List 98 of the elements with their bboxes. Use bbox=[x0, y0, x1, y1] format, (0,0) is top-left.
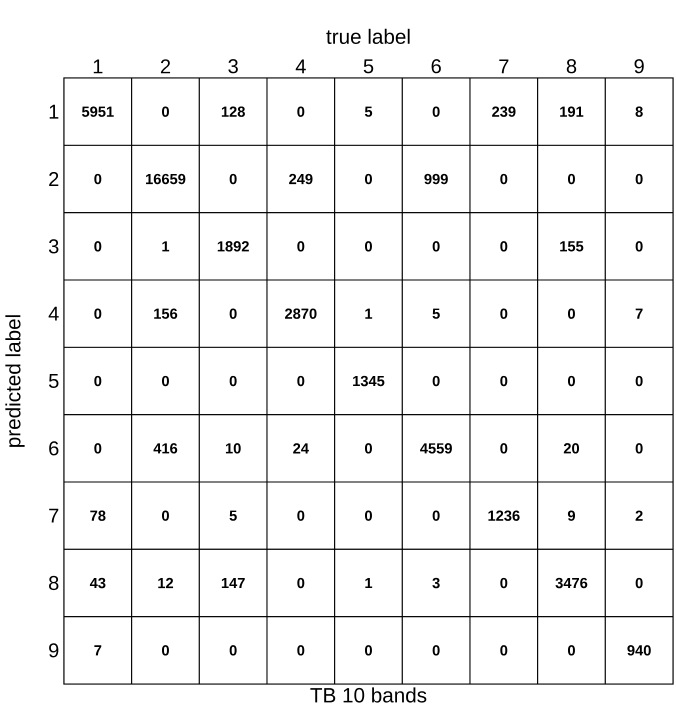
data-label: 1345 bbox=[353, 376, 384, 386]
data-label: 0 bbox=[568, 376, 575, 386]
data-label: 2 bbox=[636, 510, 643, 521]
y-tick-label: 2 bbox=[49, 172, 58, 186]
data-label: 0 bbox=[365, 174, 372, 184]
data-label: 5 bbox=[432, 308, 440, 319]
data-label: 1236 bbox=[488, 510, 520, 521]
x-tick-label: 4 bbox=[296, 60, 306, 74]
data-label: 0 bbox=[432, 376, 440, 386]
data-label: 0 bbox=[162, 376, 169, 386]
data-label: 940 bbox=[627, 645, 651, 656]
y-tick-label: 8 bbox=[49, 576, 58, 590]
data-label: 0 bbox=[432, 106, 440, 117]
data-label: 8 bbox=[636, 106, 643, 117]
data-label: 24 bbox=[293, 443, 309, 454]
data-label: 0 bbox=[636, 578, 643, 588]
data-label: 0 bbox=[500, 241, 508, 252]
data-label: 0 bbox=[365, 645, 372, 656]
data-label: 0 bbox=[365, 510, 372, 521]
data-label: 1 bbox=[365, 308, 372, 319]
data-label: 0 bbox=[230, 645, 237, 656]
data-label: 999 bbox=[424, 174, 448, 184]
x-tick-label: 3 bbox=[228, 59, 238, 74]
data-label: 0 bbox=[636, 241, 643, 252]
y-tick-label: 1 bbox=[50, 104, 58, 119]
x-axis-title: true label bbox=[326, 28, 410, 44]
data-label: 7 bbox=[94, 645, 102, 656]
x-tick-label: 7 bbox=[499, 60, 508, 74]
y-axis-title: predicted label bbox=[5, 315, 25, 447]
data-label: 0 bbox=[94, 443, 102, 454]
x-tick-label: 8 bbox=[566, 59, 576, 74]
data-label: 0 bbox=[432, 241, 440, 252]
data-label: 10 bbox=[226, 443, 241, 454]
data-label: 0 bbox=[297, 510, 304, 521]
data-label: 147 bbox=[222, 578, 245, 588]
data-label: 0 bbox=[500, 308, 508, 319]
data-label: 0 bbox=[636, 376, 643, 386]
data-label: 191 bbox=[560, 106, 584, 117]
data-label: 0 bbox=[297, 106, 304, 117]
y-tick-label: 7 bbox=[49, 508, 58, 523]
y-tick-label: 4 bbox=[48, 306, 59, 321]
data-label: 0 bbox=[500, 376, 508, 386]
data-label: 156 bbox=[154, 308, 178, 319]
data-label: 78 bbox=[90, 510, 106, 521]
y-tick-label: 3 bbox=[48, 239, 58, 254]
data-label: 0 bbox=[94, 241, 102, 252]
data-label: 7 bbox=[636, 308, 643, 319]
data-label: 0 bbox=[297, 645, 304, 656]
data-label: 416 bbox=[153, 443, 178, 454]
data-label: 0 bbox=[162, 645, 169, 656]
data-label: 20 bbox=[564, 443, 580, 454]
y-tick-label: 9 bbox=[49, 643, 58, 658]
data-label: 155 bbox=[560, 241, 584, 252]
data-label: 0 bbox=[568, 645, 575, 656]
data-label: 0 bbox=[162, 106, 169, 117]
data-label: 0 bbox=[365, 443, 372, 454]
data-label: 0 bbox=[297, 241, 304, 252]
data-label: 0 bbox=[636, 174, 643, 184]
data-label: 0 bbox=[568, 174, 575, 184]
data-label: 5 bbox=[364, 106, 372, 117]
data-label: 0 bbox=[432, 645, 440, 656]
data-label: 0 bbox=[500, 174, 508, 184]
data-label: 5951 bbox=[82, 106, 114, 117]
data-label: 9 bbox=[568, 510, 576, 521]
data-label: 0 bbox=[230, 308, 237, 319]
data-label: 0 bbox=[500, 578, 508, 588]
data-label: 0 bbox=[500, 443, 508, 454]
data-label: 2870 bbox=[285, 308, 317, 319]
data-label: 0 bbox=[94, 308, 102, 319]
x-tick-label: 2 bbox=[160, 59, 170, 74]
data-label: 0 bbox=[297, 376, 304, 386]
data-label: 1 bbox=[162, 241, 170, 252]
text: TB 10 bands bbox=[310, 687, 426, 703]
data-label: 0 bbox=[432, 510, 440, 521]
data-label: 128 bbox=[222, 106, 245, 117]
x-tick-label: 5 bbox=[364, 59, 374, 74]
data-label: 3 bbox=[432, 578, 440, 588]
data-label: 4559 bbox=[420, 443, 452, 454]
data-label: 0 bbox=[568, 308, 575, 319]
x-tick-label: 6 bbox=[432, 59, 441, 74]
data-label: 1892 bbox=[218, 241, 249, 252]
data-label: 1 bbox=[365, 578, 372, 588]
data-label: 239 bbox=[492, 106, 516, 117]
data-label: 0 bbox=[230, 376, 237, 386]
y-tick-label: 5 bbox=[48, 374, 58, 388]
data-label: 0 bbox=[230, 174, 237, 184]
data-label: 0 bbox=[297, 578, 304, 588]
data-label: 249 bbox=[289, 174, 313, 184]
data-label: 5 bbox=[230, 510, 237, 521]
data-label: 0 bbox=[162, 510, 169, 521]
data-label: 0 bbox=[365, 241, 372, 252]
x-tick-label: 1 bbox=[94, 60, 102, 74]
data-label: 3476 bbox=[556, 578, 588, 588]
data-label: 12 bbox=[158, 578, 174, 588]
data-label: 16659 bbox=[146, 174, 186, 184]
data-label: 0 bbox=[636, 443, 643, 454]
x-tick-label: 9 bbox=[634, 59, 644, 74]
y-tick-label: 6 bbox=[49, 441, 58, 456]
